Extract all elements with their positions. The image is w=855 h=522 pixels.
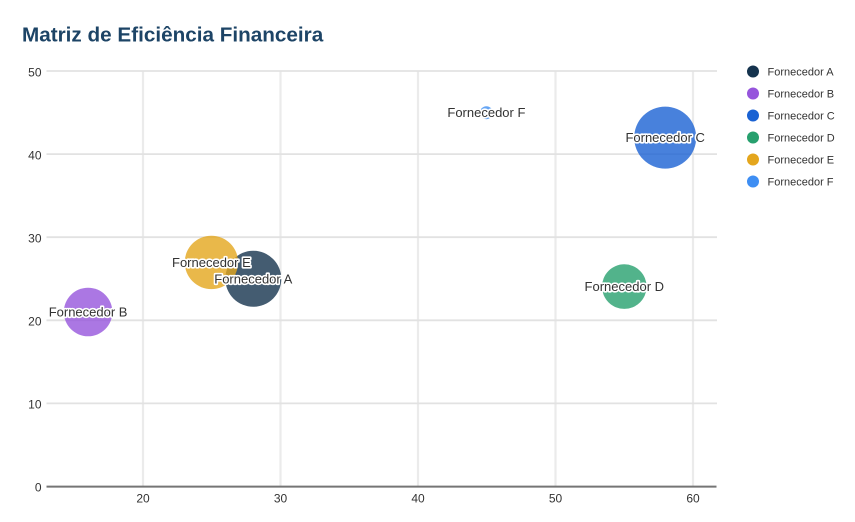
svg-text:0: 0 [35,481,42,495]
svg-text:10: 10 [28,397,42,411]
svg-text:Fornecedor E: Fornecedor E [768,154,835,166]
svg-text:30: 30 [274,492,288,506]
svg-text:20: 20 [136,492,150,506]
svg-text:Matriz de Eficiência Financeir: Matriz de Eficiência Financeira [22,24,324,47]
svg-text:20: 20 [28,314,42,328]
svg-text:30: 30 [28,231,42,245]
svg-text:Fornecedor A: Fornecedor A [768,66,835,78]
svg-text:Fornecedor B: Fornecedor B [49,305,128,320]
svg-text:Fornecedor C: Fornecedor C [768,110,835,122]
svg-text:40: 40 [411,492,425,506]
svg-text:Fornecedor C: Fornecedor C [625,130,704,145]
svg-text:Fornecedor B: Fornecedor B [768,88,835,100]
svg-text:Fornecedor F: Fornecedor F [447,105,525,120]
svg-text:40: 40 [28,148,42,162]
svg-text:50: 50 [28,65,42,79]
svg-text:Fornecedor A: Fornecedor A [214,271,292,286]
svg-text:Fornecedor E: Fornecedor E [172,255,251,270]
svg-text:Fornecedor D: Fornecedor D [585,279,664,294]
svg-text:50: 50 [549,492,563,506]
svg-text:60: 60 [686,492,700,506]
svg-text:Fornecedor F: Fornecedor F [768,176,834,188]
svg-text:Fornecedor D: Fornecedor D [768,132,835,144]
